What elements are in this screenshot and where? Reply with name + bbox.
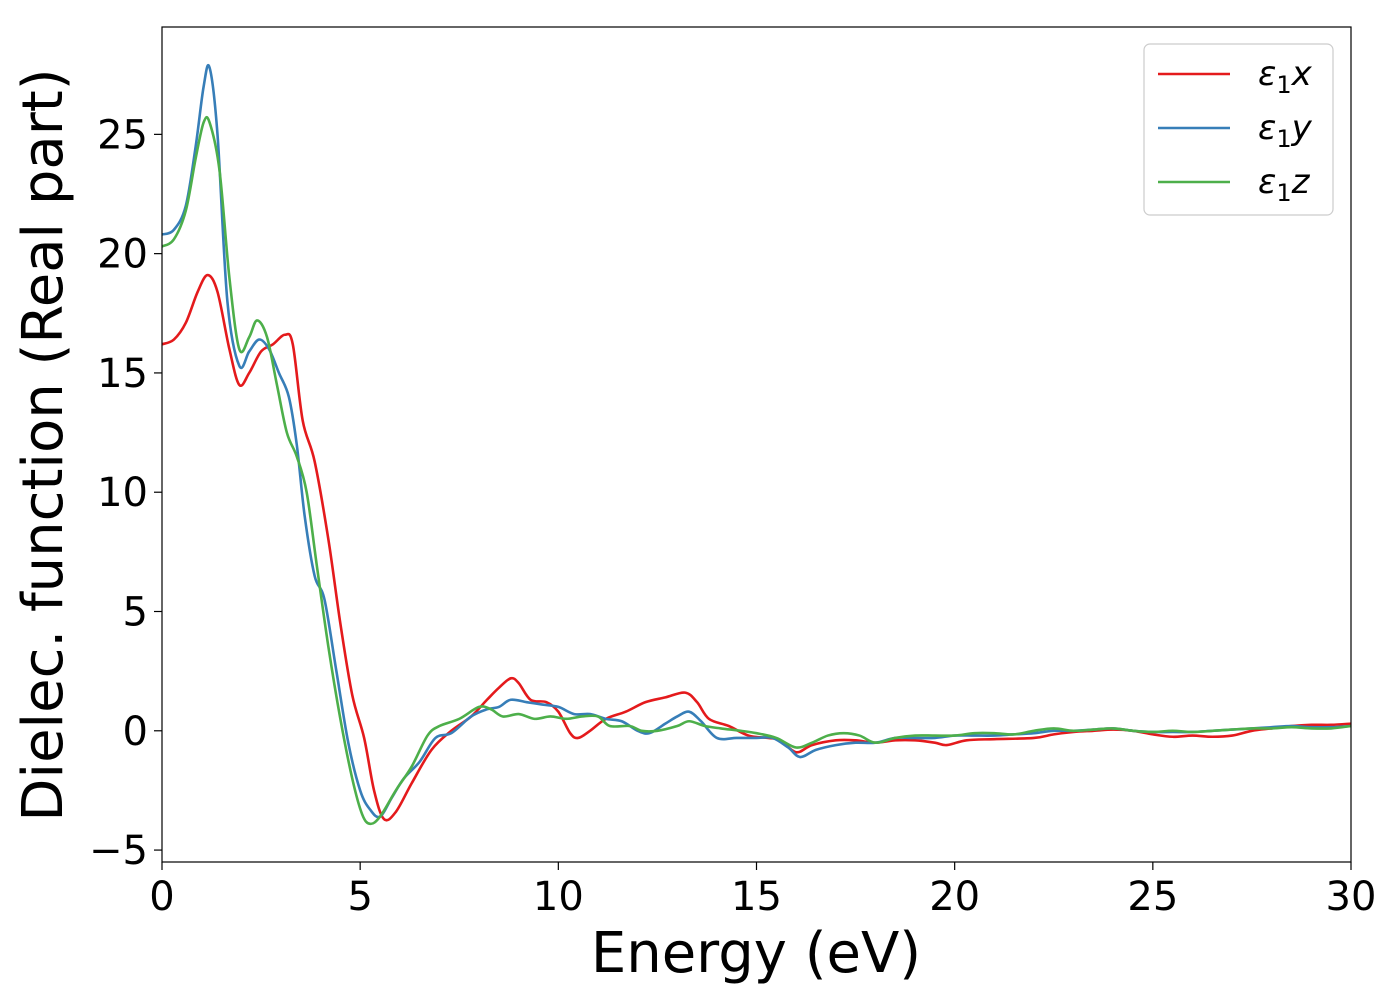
y-tick-label: 10 [97,470,148,516]
y-tick-label: −5 [89,828,148,874]
legend-label-x: ε1x [1258,54,1313,99]
x-tick-label: 25 [1127,874,1178,920]
legend-frame [1143,43,1334,216]
x-axis-ticks: 0 5 10 15 20 25 30 [149,862,1376,920]
legend: ε1x ε1y ε1z [1143,43,1334,216]
series-line-z [162,115,1351,826]
legend-label-y: ε1y [1258,108,1313,153]
x-tick-label: 15 [731,874,782,920]
x-tick-label: 5 [347,874,372,920]
y-tick-label: 5 [123,590,148,636]
x-tick-label: 20 [929,874,980,920]
y-tick-label: 0 [123,709,148,755]
x-tick-label: 10 [533,874,584,920]
y-axis-ticks: −5 0 5 10 15 20 25 [89,112,162,874]
legend-label-z: ε1z [1258,162,1311,207]
legend-items: ε1x ε1y ε1z [1158,54,1313,207]
y-tick-label: 20 [97,232,148,278]
x-tick-label: 30 [1326,874,1377,920]
x-tick-label: 0 [149,874,174,920]
y-tick-label: 15 [97,351,148,397]
y-axis-label: Dielec. function (Real part) [11,68,76,821]
x-axis-label: Energy (eV) [591,921,921,986]
y-tick-label: 25 [97,112,148,158]
series-layer [162,64,1351,826]
